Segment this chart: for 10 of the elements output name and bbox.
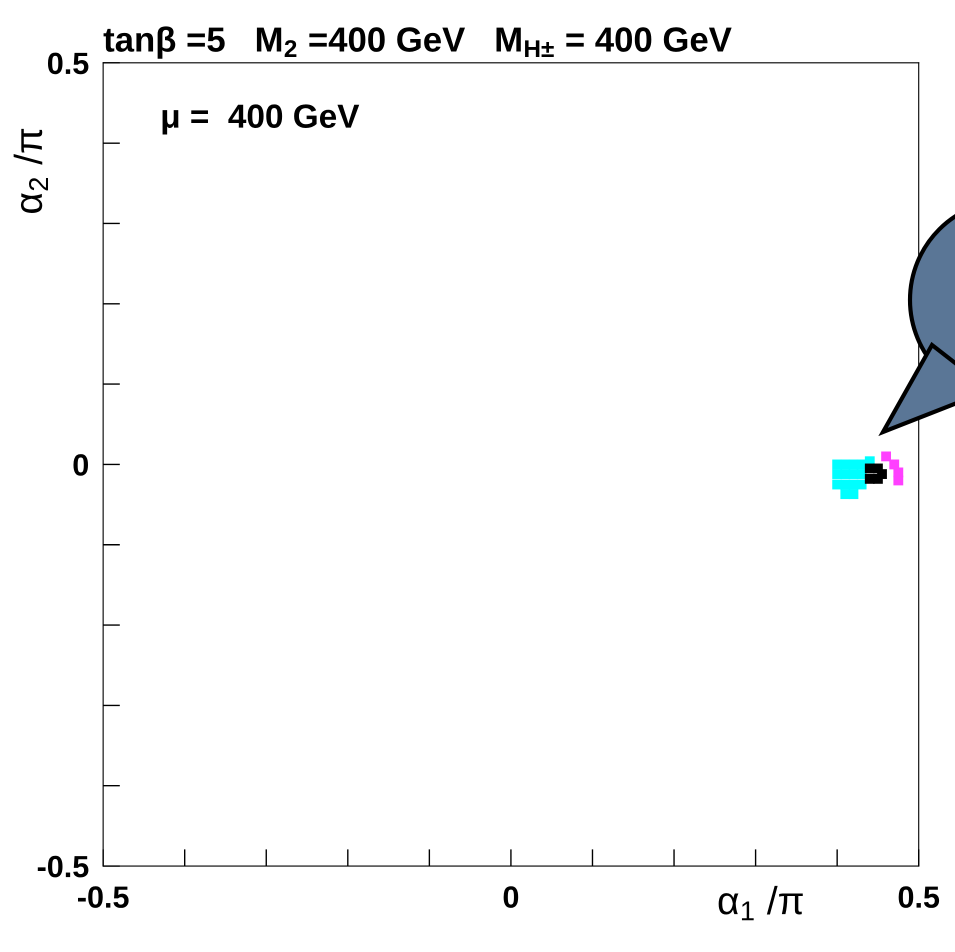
x-tick-label: -0.5 bbox=[78, 886, 129, 908]
y-axis-title: α$_{2}$ /π bbox=[14, 128, 48, 213]
annotation: μ = 400 GeV bbox=[162, 104, 360, 134]
x-axis-title: α$_{1}$ /π bbox=[718, 886, 803, 920]
y-tick-label: 0.5 bbox=[48, 52, 88, 74]
x-tick-label: 0 bbox=[504, 886, 518, 908]
y-tick-label: -0.5 bbox=[38, 856, 88, 878]
x-tick-label: 0.5 bbox=[898, 886, 940, 908]
y-tick-label: 0 bbox=[73, 454, 88, 476]
chart-title: tanβ =5 M$_{2}$ =400 GeV M$_{H±}$ = 400 GeV bbox=[104, 26, 732, 59]
